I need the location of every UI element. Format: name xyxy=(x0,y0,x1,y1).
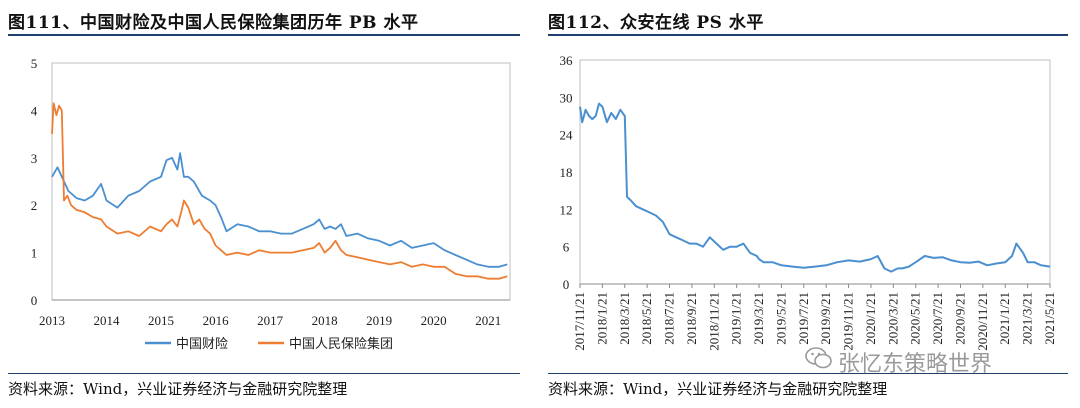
left-series-line-2 xyxy=(51,102,508,280)
right-y-tick-label: 18 xyxy=(560,165,573,180)
right-x-tick-label: 2018/11/21 xyxy=(706,292,721,351)
right-y-tick-label: 12 xyxy=(560,202,573,217)
right-y-tick-label: 24 xyxy=(560,128,574,143)
right-x-tick-label: 2019/3/21 xyxy=(751,292,766,345)
left-panel: 图111、中国财险及中国人民保险集团历年 PB 水平 0 1 2 3 4 5 2013 201… xyxy=(0,0,528,408)
right-x-tick-label: 2018/7/21 xyxy=(662,292,677,345)
right-title-rule xyxy=(548,34,1068,36)
right-x-tick-label: 2020/5/21 xyxy=(908,292,923,345)
wechat-icon xyxy=(805,347,832,369)
left-y-tick-label: 5 xyxy=(31,56,38,71)
right-x-tick-label: 2018/9/21 xyxy=(684,292,699,345)
right-x-tick-label: 2019/11/21 xyxy=(841,292,856,351)
right-x-tick-label: 2020/1/21 xyxy=(863,292,878,345)
right-chart: 0 6 12 18 24 30 36 2017/11/21 2018/1/21 2018/3/21… xyxy=(560,53,1058,351)
left-source-note: 资料来源：Wind，兴业证券经济与金融研究院整理 xyxy=(8,380,348,398)
right-x-tick-label: 2021/3/21 xyxy=(1020,292,1035,345)
left-x-tick-label: 2017 xyxy=(257,313,284,328)
right-x-tick-label: 2019/7/21 xyxy=(796,292,811,345)
left-series-line-1 xyxy=(51,152,508,268)
right-x-tick-label: 2018/3/21 xyxy=(617,292,632,345)
right-y-tick-label: 6 xyxy=(563,240,570,255)
right-x-tick-label: 2021/5/21 xyxy=(1042,292,1057,345)
left-x-tick-label: 2018 xyxy=(312,313,338,328)
right-panel: 图112、众安在线 PS 水平 0 6 12 18 24 30 36 2017/11/21 20… xyxy=(540,0,1080,408)
left-figure-title: 图111、中国财险及中国人民保险集团历年 PB 水平 xyxy=(8,13,419,33)
left-x-tick-label: 2014 xyxy=(94,313,121,328)
left-y-tick-label: 4 xyxy=(31,103,38,118)
left-y-tick-label: 1 xyxy=(31,246,38,261)
right-x-tick-label: 2020/3/21 xyxy=(885,292,900,345)
right-y-tick-label: 36 xyxy=(560,53,574,68)
left-y-tick-label: 0 xyxy=(31,293,38,308)
left-x-tick-label: 2013 xyxy=(39,313,65,328)
left-y-tick-label: 2 xyxy=(31,198,38,213)
left-chart: 0 1 2 3 4 5 2013 2014 2015 2016 2017 2018 2019 2020 20… xyxy=(31,56,511,352)
right-y-tick-label: 0 xyxy=(563,277,570,292)
watermark-text: 张忆东策略世界 xyxy=(838,352,993,377)
left-plot-frame xyxy=(51,62,511,301)
right-y-tick-label: 30 xyxy=(560,90,573,105)
right-plot-frame xyxy=(579,59,1051,285)
left-x-tick-label: 2016 xyxy=(203,313,230,328)
right-x-tick-label: 2019/5/21 xyxy=(773,292,788,345)
left-x-tick-label: 2020 xyxy=(421,313,447,328)
right-x-tick-label: 2020/9/21 xyxy=(952,292,967,345)
left-x-tick-label: 2019 xyxy=(366,313,392,328)
right-figure-title: 图112、众安在线 PS 水平 xyxy=(548,13,764,33)
right-source-rule xyxy=(548,373,1068,374)
right-x-tick-label: 2018/5/21 xyxy=(639,292,654,345)
left-legend-label: 中国财险 xyxy=(176,337,228,352)
left-legend-label: 中国人民保险集团 xyxy=(289,336,393,352)
left-title-rule xyxy=(8,34,520,36)
left-source-rule xyxy=(8,373,520,374)
right-x-tick-label: 2018/1/21 xyxy=(594,292,609,345)
right-x-tick-label: 2021/1/21 xyxy=(997,292,1012,345)
right-x-tick-label: 2017/11/21 xyxy=(572,292,587,351)
right-x-tick-label: 2019/1/21 xyxy=(729,292,744,345)
left-x-tick-label: 2021 xyxy=(475,313,501,328)
right-x-tick-label: 2020/11/21 xyxy=(975,292,990,351)
right-x-tick-label: 2020/7/21 xyxy=(930,292,945,345)
right-source-note: 资料来源：Wind，兴业证券经济与金融研究院整理 xyxy=(548,380,888,398)
right-x-tick-label: 2019/9/21 xyxy=(818,292,833,345)
left-x-tick-label: 2015 xyxy=(148,313,174,328)
right-series-line xyxy=(579,102,1051,273)
left-y-tick-label: 3 xyxy=(31,151,38,166)
